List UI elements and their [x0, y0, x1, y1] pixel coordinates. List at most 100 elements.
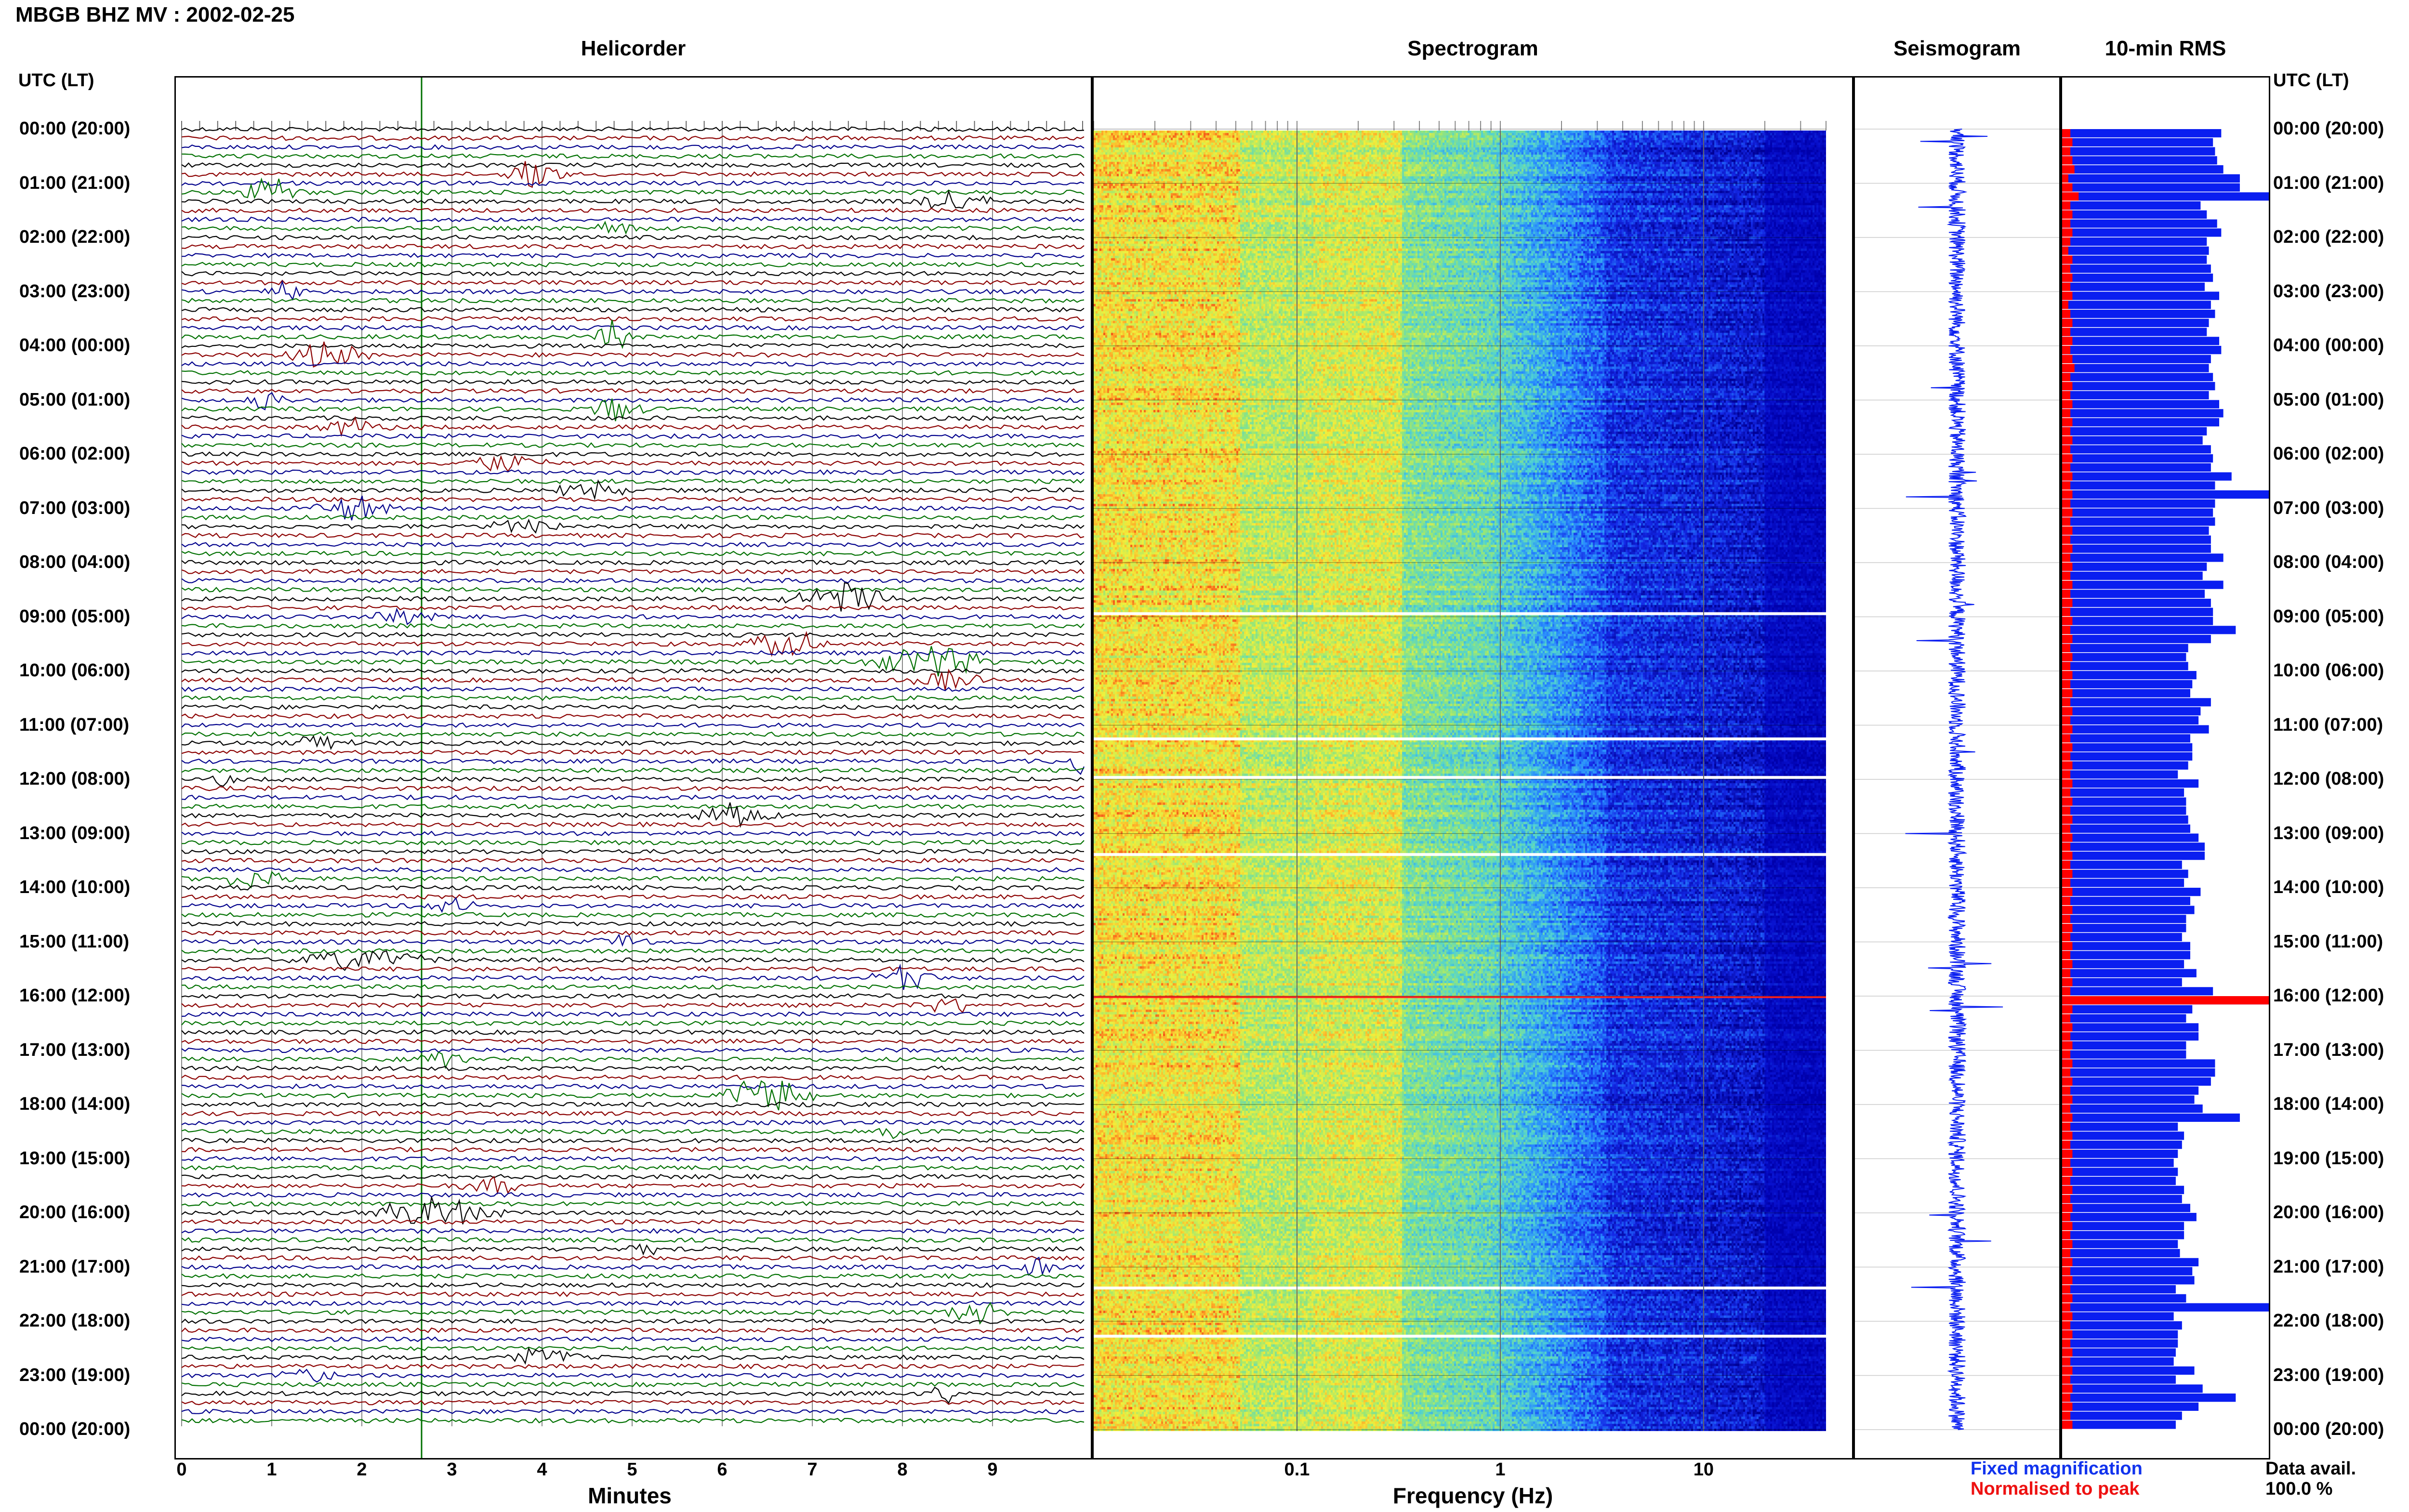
time-label-right: 00:00 (20:00): [2273, 1419, 2384, 1439]
rms-bar-fixed: [2062, 1240, 2178, 1249]
rms-bar-fixed: [2062, 1330, 2178, 1339]
rms-bar-normalised: [2062, 382, 2073, 391]
helicorder-trace: [181, 1175, 1085, 1195]
rms-bar-normalised: [2062, 1231, 2071, 1239]
helicorder-trace: [181, 1347, 1085, 1365]
rms-bar-fixed: [2062, 1131, 2184, 1140]
helicorder-trace: [181, 1273, 1085, 1279]
rms-bar-normalised: [2062, 626, 2071, 634]
rms-bar-fixed: [2062, 1249, 2180, 1258]
helicorder-trace: [181, 180, 1085, 186]
rms-bar-normalised: [2062, 1122, 2071, 1131]
rms-bar-normalised: [2062, 400, 2073, 408]
rms-bar-fixed: [2062, 1339, 2178, 1348]
rms-bar-fixed: [2062, 255, 2207, 264]
rms-bar-normalised: [2062, 535, 2071, 544]
rms-bar-normalised: [2062, 1104, 2071, 1113]
rms-bar-fixed: [2062, 1303, 2269, 1312]
helicorder-trace: [181, 1080, 1085, 1111]
rms-bar-normalised: [2062, 318, 2073, 327]
rms-bar-normalised: [2062, 1050, 2071, 1059]
rms-bar-fixed: [2062, 382, 2215, 391]
rms-bar-normalised: [2062, 274, 2073, 282]
rms-bar-normalised: [2062, 1249, 2071, 1258]
helicorder-trace: [181, 1074, 1085, 1080]
rms-bar-fixed: [2062, 310, 2215, 318]
helicorder-trace: [181, 1386, 1085, 1404]
rms-bar-fixed: [2062, 1294, 2186, 1302]
helicorder-trace: [181, 722, 1085, 728]
rms-panel: [2061, 76, 2270, 1459]
helicorder-trace: [181, 298, 1085, 304]
helicorder-trace: [181, 551, 1085, 557]
helicorder-trace: [181, 1255, 1085, 1261]
rms-bar-fixed: [2062, 1149, 2178, 1158]
helicorder-trace: [181, 1110, 1085, 1117]
rms-bar-normalised: [2062, 1032, 2071, 1041]
helicorder-trace: [181, 392, 1085, 410]
helicorder-trace: [181, 398, 1085, 421]
rms-bar-normalised: [2062, 1149, 2073, 1158]
rms-bar-normalised: [2062, 1312, 2073, 1321]
helicorder-trace: [181, 802, 1085, 828]
time-label-left: 00:00 (20:00): [19, 1419, 131, 1439]
rms-bar-fixed: [2062, 192, 2269, 201]
rms-bar-fixed: [2062, 1394, 2236, 1402]
helicorder-trace: [181, 821, 1085, 828]
helicorder-trace: [181, 607, 1085, 625]
time-label-right: 12:00 (08:00): [2273, 769, 2384, 789]
rms-bar-normalised: [2062, 219, 2071, 228]
rms-bar-normalised: [2062, 1402, 2073, 1411]
rms-bar-fixed: [2062, 599, 2211, 607]
helicorder-trace: [181, 514, 1085, 521]
rms-bar-fixed: [2062, 1321, 2182, 1330]
helicorder-panel: [174, 76, 1092, 1459]
rms-bar-fixed: [2062, 761, 2188, 770]
time-label-left: 23:00 (19:00): [19, 1365, 131, 1385]
helicorder-trace: [181, 1243, 1085, 1256]
rms-bar-fixed: [2062, 373, 2213, 381]
helicorder-trace: [181, 478, 1085, 485]
rms-bar-normalised: [2062, 743, 2073, 752]
rms-bar-normalised: [2062, 707, 2073, 716]
rms-bar-normalised: [2062, 797, 2073, 806]
helicorder-trace: [181, 912, 1085, 918]
helicorder-trace: [181, 497, 1085, 502]
rms-bar-fixed: [2062, 472, 2232, 481]
rms-bar-normalised: [2062, 1258, 2073, 1266]
rms-bar-normalised: [2062, 960, 2073, 969]
rms-bar-normalised: [2062, 1086, 2071, 1095]
time-label-left: 12:00 (08:00): [19, 769, 131, 789]
rms-bar-normalised: [2062, 1077, 2073, 1086]
rms-bar-normalised: [2062, 183, 2073, 192]
helicorder-title: Helicorder: [581, 37, 686, 60]
rms-bar-fixed: [2062, 689, 2190, 697]
helicorder-trace: [181, 984, 1085, 990]
spectrogram-x-label: Frequency (Hz): [1392, 1483, 1553, 1508]
rms-bar-normalised: [2062, 635, 2073, 644]
helicorder-trace: [181, 1102, 1085, 1107]
helicorder-trace: [181, 1020, 1085, 1026]
helicorder-trace: [181, 243, 1085, 250]
time-label-left: 13:00 (09:00): [19, 823, 131, 843]
rms-bar-normalised: [2062, 409, 2071, 418]
rms-bar-normalised: [2062, 869, 2073, 878]
rms-bar-fixed: [2062, 978, 2182, 986]
helicorder-trace: [181, 189, 1085, 210]
utc-header-right: UTC (LT): [2273, 70, 2349, 91]
rms-bar-normalised: [2062, 734, 2071, 743]
helicorder-x-tick: 6: [717, 1459, 728, 1480]
time-label-left: 05:00 (01:00): [19, 389, 131, 410]
rms-bar-fixed: [2062, 165, 2224, 174]
rms-bar-normalised: [2062, 508, 2073, 517]
rms-bar-normalised: [2062, 1222, 2073, 1230]
rms-bar-fixed: [2062, 427, 2207, 435]
time-label-left: 09:00 (05:00): [19, 606, 131, 627]
rms-bar-fixed: [2062, 337, 2220, 345]
time-label-left: 19:00 (15:00): [19, 1148, 131, 1169]
rms-bar-fixed: [2062, 183, 2240, 192]
helicorder-trace: [181, 162, 1085, 168]
rms-title: 10-min RMS: [2105, 37, 2226, 60]
seismogram-panel: [1853, 76, 2061, 1459]
rms-bar-fixed: [2062, 174, 2240, 183]
